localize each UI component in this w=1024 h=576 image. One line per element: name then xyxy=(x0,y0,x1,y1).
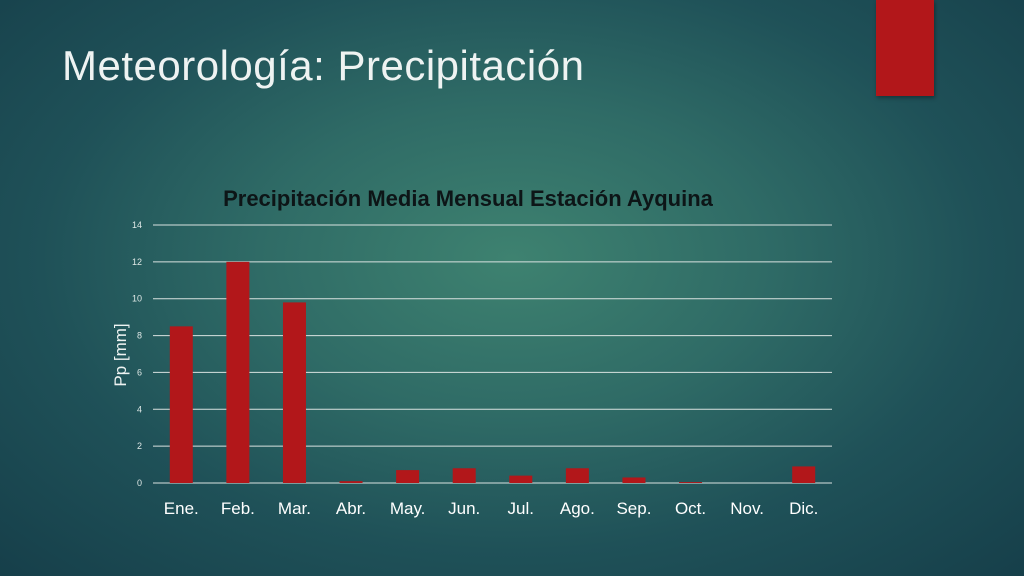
y-tick-label: 0 xyxy=(137,478,142,488)
bar-dic xyxy=(792,466,816,483)
x-tick-label: Oct. xyxy=(675,499,706,518)
y-tick-label: 10 xyxy=(132,294,142,304)
x-tick-label: May. xyxy=(390,499,426,518)
bar-ago xyxy=(565,468,589,483)
bar-mar xyxy=(282,302,306,483)
x-tick-layer: Ene. Feb. Mar. Abr. May. Jun. Jul. Ago. Sep. Oct.… xyxy=(164,499,819,518)
x-tick-label: Jul. xyxy=(508,499,534,518)
x-tick-label: Dic. xyxy=(789,499,818,518)
slide-title: Meteorología: Precipitación xyxy=(62,42,585,89)
y-tick-label: 6 xyxy=(137,367,142,377)
y-tick-label: 8 xyxy=(137,331,142,341)
x-tick-label: Ene. xyxy=(164,499,199,518)
y-axis-label: Pp [mm] xyxy=(111,323,130,386)
bar-jul xyxy=(509,475,533,483)
bar-jun xyxy=(452,468,476,483)
y-tick-label: 14 xyxy=(132,220,142,230)
bar-ene xyxy=(169,326,193,483)
grid-layer xyxy=(153,224,832,484)
x-tick-label: Nov. xyxy=(730,499,764,518)
y-tick-label: 12 xyxy=(132,257,142,267)
chart-title: Precipitación Media Mensual Estación Ayq… xyxy=(223,186,714,211)
x-tick-label: Sep. xyxy=(616,499,651,518)
x-tick-label: Abr. xyxy=(336,499,366,518)
bar-oct xyxy=(679,482,703,483)
bar-abr xyxy=(339,481,363,483)
y-tick-label: 2 xyxy=(137,441,142,451)
bar-may xyxy=(396,470,420,483)
x-tick-label: Feb. xyxy=(221,499,255,518)
bar-layer xyxy=(169,261,816,483)
accent-rectangle xyxy=(876,0,934,96)
y-tick-layer: 0 2 4 6 8 10 12 14 xyxy=(132,220,142,488)
bar-sep xyxy=(622,477,646,483)
bar-feb xyxy=(226,261,250,483)
y-tick-label: 4 xyxy=(137,404,142,414)
x-tick-label: Ago. xyxy=(560,499,595,518)
x-tick-label: Mar. xyxy=(278,499,311,518)
x-tick-label: Jun. xyxy=(448,499,480,518)
